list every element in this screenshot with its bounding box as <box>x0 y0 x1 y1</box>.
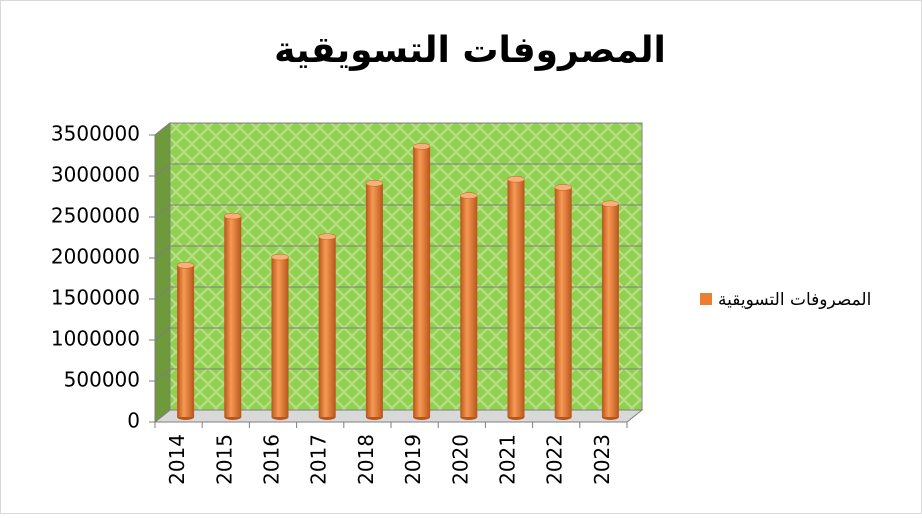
y-tick-label: 0 <box>127 409 140 433</box>
chart-title: المصروفات التسويقية <box>274 30 666 71</box>
bar <box>177 265 195 417</box>
bar-top <box>224 212 242 220</box>
grid-line <box>154 327 642 341</box>
bar-top <box>601 200 620 208</box>
bar <box>413 146 431 417</box>
y-tick-label: 1000000 <box>51 327 140 351</box>
x-tick-label: 2021 <box>496 434 520 485</box>
bar <box>554 187 572 417</box>
y-tick-label: 2000000 <box>51 245 140 269</box>
y-tick-label: 500000 <box>64 368 140 392</box>
y-tick-label: 1500000 <box>51 286 140 310</box>
bar-top <box>176 262 195 269</box>
bar <box>460 195 478 417</box>
grid-line <box>154 409 642 423</box>
bar <box>224 216 242 417</box>
y-tick-label: 3500000 <box>51 122 140 146</box>
bar-top <box>460 192 478 199</box>
x-tick-label: 2022 <box>543 434 567 485</box>
bar-top <box>554 184 572 191</box>
bar-top <box>412 143 431 150</box>
x-tick-label: 2023 <box>590 434 614 485</box>
grid-line <box>154 122 642 136</box>
x-tick-label: 2018 <box>354 434 378 485</box>
grid-line <box>154 245 642 259</box>
y-tick-label: 3000000 <box>51 163 140 187</box>
x-tick-label: 2015 <box>212 434 236 485</box>
side-wall <box>154 121 171 424</box>
x-tick-label: 2016 <box>260 434 284 485</box>
x-tick-label: 2017 <box>307 434 331 485</box>
bar <box>507 179 525 417</box>
grid-line <box>154 368 642 382</box>
grid-line <box>154 286 642 300</box>
bar-top <box>318 233 336 240</box>
bar <box>271 257 289 417</box>
legend-label: المصروفات التسويقية <box>718 290 871 310</box>
bar-top <box>271 253 289 261</box>
bar <box>601 203 619 417</box>
x-tick-label: 2014 <box>165 434 189 485</box>
bar-top <box>507 175 525 183</box>
grid-line <box>154 204 642 218</box>
x-tick-label: 2020 <box>448 434 472 485</box>
legend-swatch <box>700 293 712 305</box>
grid-line <box>154 163 642 177</box>
bar-top <box>365 180 384 187</box>
y-tick-label: 2500000 <box>51 204 140 228</box>
x-tick-label: 2019 <box>401 434 425 485</box>
bar <box>365 183 383 417</box>
bar <box>318 236 336 417</box>
